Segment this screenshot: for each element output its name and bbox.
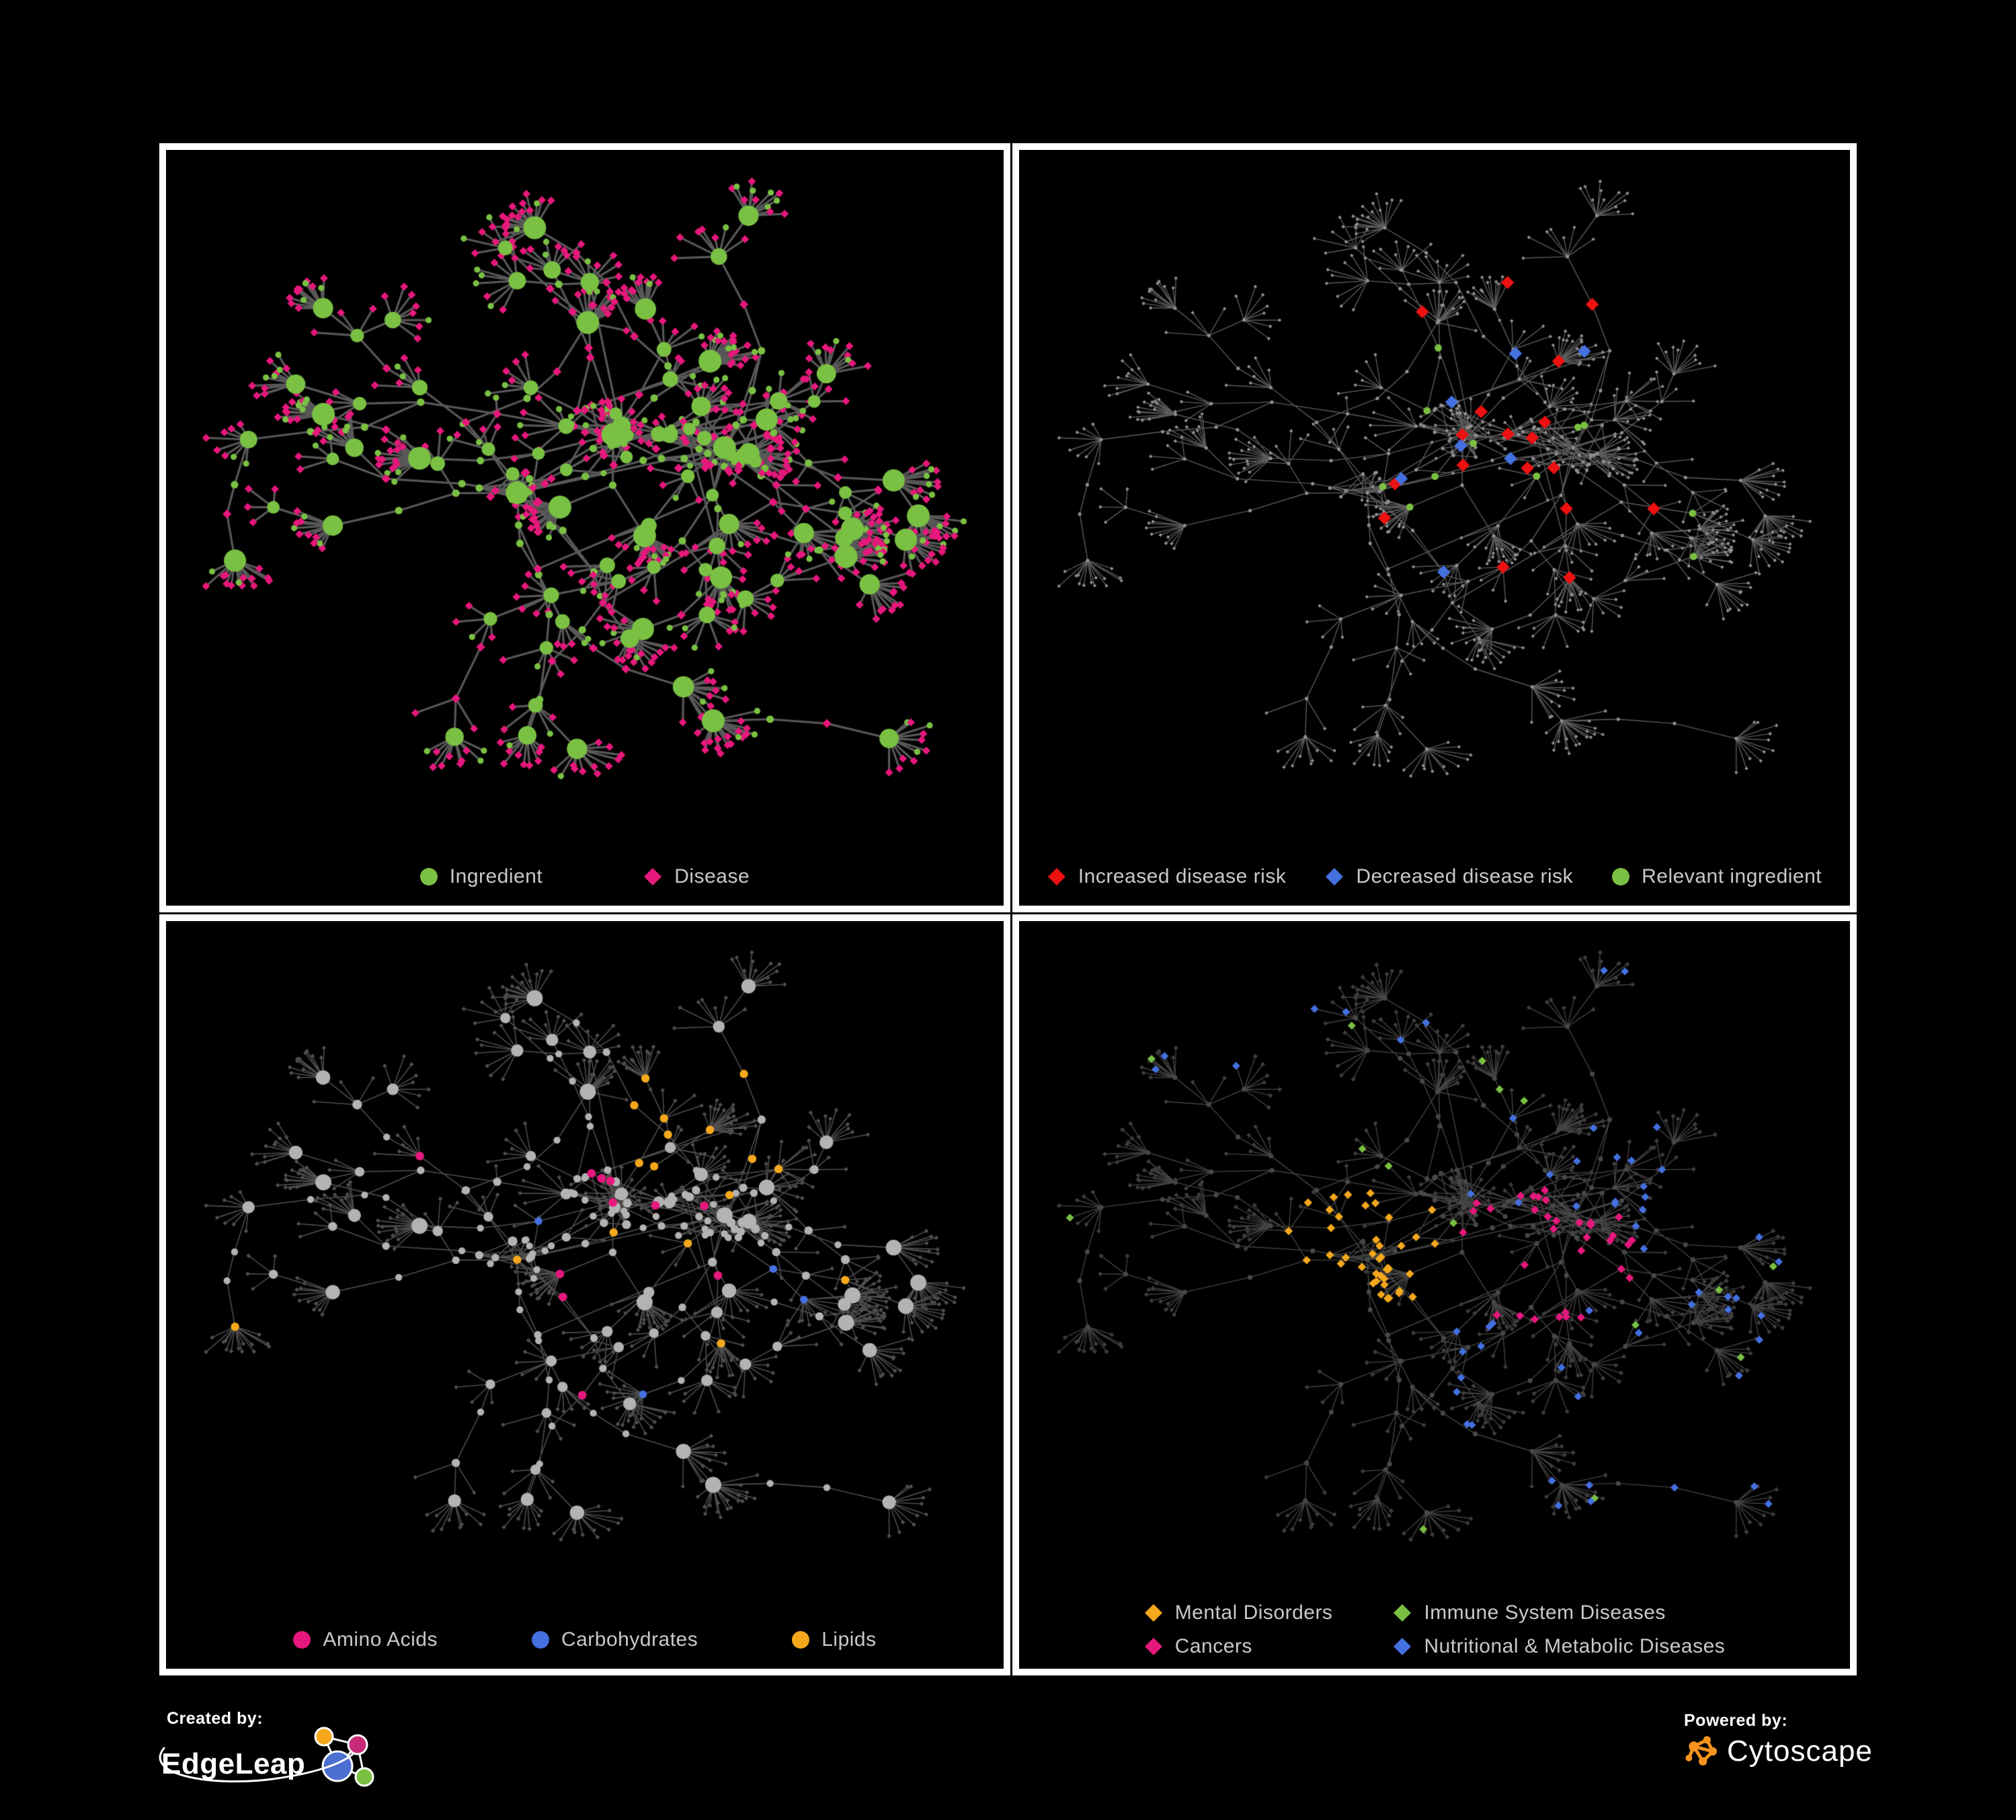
edgeleap-logo-icon [314, 1727, 374, 1787]
network-canvas-ingredient-disease [166, 150, 1004, 906]
legend-diamond-icon [1047, 868, 1065, 885]
legend-label: Carbohydrates [561, 1628, 698, 1651]
legend-diamond-icon [1394, 1638, 1412, 1655]
legend-item: Nutritional & Metabolic Diseases [1393, 1635, 1725, 1658]
panel-disease-classes: Mental Disorders Immune System Diseases Ca… [1012, 914, 1857, 1675]
legend-label: Nutritional & Metabolic Diseases [1424, 1635, 1726, 1657]
legend-circle-icon [792, 1631, 810, 1649]
legend-diamond-icon [1326, 868, 1344, 885]
panel-ingredient-disease: Ingredient Disease [159, 143, 1010, 912]
panel-nutrient-classes: Amino Acids Carbohydrates Lipids [159, 914, 1010, 1675]
legend-circle-icon [1612, 868, 1630, 885]
legend-label: Decreased disease risk [1356, 865, 1574, 887]
legend-label: Relevant ingredient [1642, 865, 1822, 887]
network-canvas-disease-risk [1019, 150, 1850, 906]
legend-item: Mental Disorders [1144, 1601, 1333, 1624]
legend-label: Ingredient [449, 865, 543, 887]
legend-item: Cancers [1144, 1635, 1333, 1658]
legend-item: Amino Acids [293, 1628, 438, 1651]
legend-label: Mental Disorders [1174, 1601, 1333, 1624]
edgeleap-brand-text: EdgeLeap [161, 1747, 306, 1780]
cytoscape-brand-text: Cytoscape [1727, 1735, 1873, 1768]
legend-circle-icon [293, 1631, 311, 1649]
legend-item: Carbohydrates [531, 1628, 698, 1651]
panel-disease-risk: Increased disease risk Decreased disease … [1012, 143, 1857, 912]
legend-disease-risk: Increased disease risk Decreased disease … [1019, 865, 1850, 888]
cytoscape-credit: Powered by: Cytoscape [1684, 1711, 1873, 1770]
legend-item: Disease [643, 865, 750, 888]
powered-by-label: Powered by: [1684, 1711, 1788, 1730]
legend-item: Relevant ingredient [1612, 865, 1822, 888]
legend-nutrient-classes: Amino Acids Carbohydrates Lipids [166, 1628, 1004, 1651]
legend-item: Immune System Diseases [1393, 1601, 1725, 1624]
legend-label: Cancers [1174, 1635, 1252, 1657]
legend-disease-classes: Mental Disorders Immune System Diseases Ca… [1019, 1601, 1850, 1658]
legend-diamond-icon [1144, 1604, 1162, 1622]
network-canvas-nutrient-classes [166, 921, 1004, 1669]
created-by-label: Created by: [167, 1709, 264, 1728]
legend-circle-icon [419, 868, 438, 885]
legend-circle-icon [531, 1631, 549, 1649]
network-canvas-disease-classes [1019, 921, 1850, 1669]
legend-item: Lipids [792, 1628, 876, 1651]
legend-diamond-icon [644, 868, 662, 885]
legend-label: Lipids [821, 1628, 877, 1651]
edgeleap-credit: Created by: EdgeLeap [159, 1709, 383, 1798]
legend-label: Disease [674, 865, 750, 887]
legend-item: Ingredient [419, 865, 543, 888]
legend-label: Amino Acids [323, 1628, 438, 1651]
legend-item: Decreased disease risk [1325, 865, 1573, 888]
legend-diamond-icon [1144, 1638, 1162, 1655]
legend-label: Increased disease risk [1078, 865, 1287, 887]
legend-ingredient-disease: Ingredient Disease [166, 865, 1004, 888]
legend-item: Increased disease risk [1047, 865, 1286, 888]
legend-diamond-icon [1394, 1604, 1412, 1622]
legend-label: Immune System Diseases [1424, 1601, 1666, 1624]
cytoscape-logo-icon [1685, 1736, 1718, 1766]
